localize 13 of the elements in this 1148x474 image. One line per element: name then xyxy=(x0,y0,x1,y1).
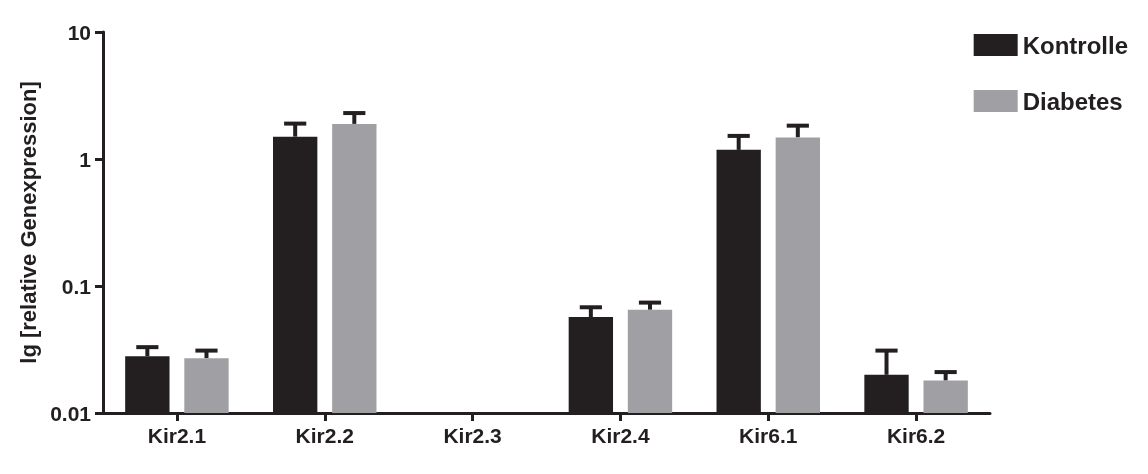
y-tick-label: 0.01 xyxy=(50,401,92,425)
x-tick-label: Kir2.2 xyxy=(295,424,354,447)
x-tick-label: Kir6.1 xyxy=(739,424,798,447)
y-tick-label: 0.1 xyxy=(61,274,92,298)
y-tick-label: 10 xyxy=(67,20,91,44)
x-tick-label: Kir2.3 xyxy=(443,424,502,447)
y-tick-label: 1 xyxy=(79,147,92,171)
x-tick-label: Kir6.2 xyxy=(886,424,946,447)
legend-label: Kontrolle xyxy=(1022,31,1128,59)
legend-label: Diabetes xyxy=(1022,87,1123,115)
x-tick-label: Kir2.4 xyxy=(591,424,650,447)
y-axis-title: lg [relative Genexpression] xyxy=(15,81,41,364)
x-tick-label: Kir2.1 xyxy=(147,424,207,447)
